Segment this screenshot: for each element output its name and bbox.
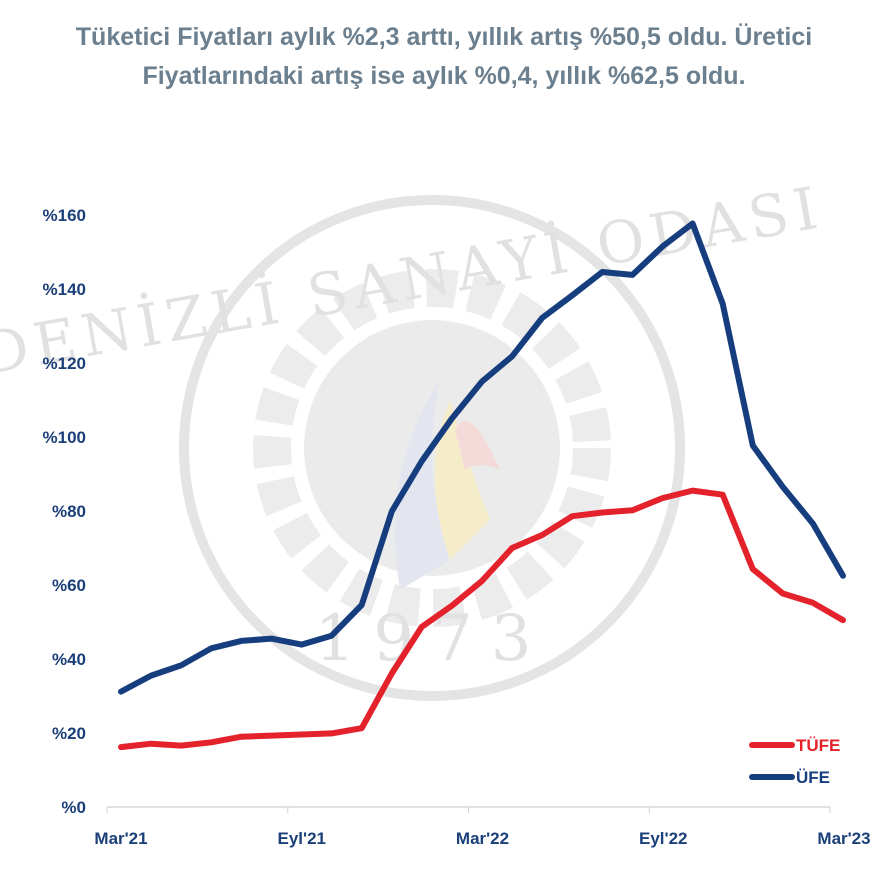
x-tick-label: Eyl'22 bbox=[639, 829, 687, 848]
chart-title: Tüketici Fiyatları aylık %2,3 arttı, yıl… bbox=[75, 23, 813, 90]
y-tick-label: %40 bbox=[52, 650, 86, 669]
x-tick-label: Mar'21 bbox=[94, 829, 147, 848]
legend: TÜFE ÜFE bbox=[749, 736, 840, 787]
y-tick-label: %0 bbox=[61, 798, 86, 817]
x-tick-label: Eyl'21 bbox=[278, 829, 326, 848]
series-line-tufe bbox=[118, 487, 846, 751]
y-tick-label: %100 bbox=[43, 428, 86, 447]
y-tick-label: %160 bbox=[43, 206, 86, 225]
y-tick-label: %20 bbox=[52, 724, 86, 743]
y-tick-label: %140 bbox=[43, 280, 86, 299]
series-line-ufe bbox=[118, 220, 846, 695]
x-tick-label: Mar'22 bbox=[456, 829, 509, 848]
y-tick-label: %60 bbox=[52, 576, 86, 595]
legend-label-tufe: TÜFE bbox=[796, 736, 840, 755]
x-axis: Mar'21 Eyl'21 Mar'22 Eyl'22 Mar'23 bbox=[94, 807, 871, 848]
y-tick-label: %120 bbox=[43, 354, 86, 373]
y-tick-label: %80 bbox=[52, 502, 86, 521]
series-group bbox=[118, 220, 846, 751]
legend-label-ufe: ÜFE bbox=[796, 768, 830, 787]
y-axis: %0 %20 %40 %60 %80 %100 %120 %140 %160 bbox=[43, 206, 86, 817]
x-tick-label: Mar'23 bbox=[817, 829, 870, 848]
